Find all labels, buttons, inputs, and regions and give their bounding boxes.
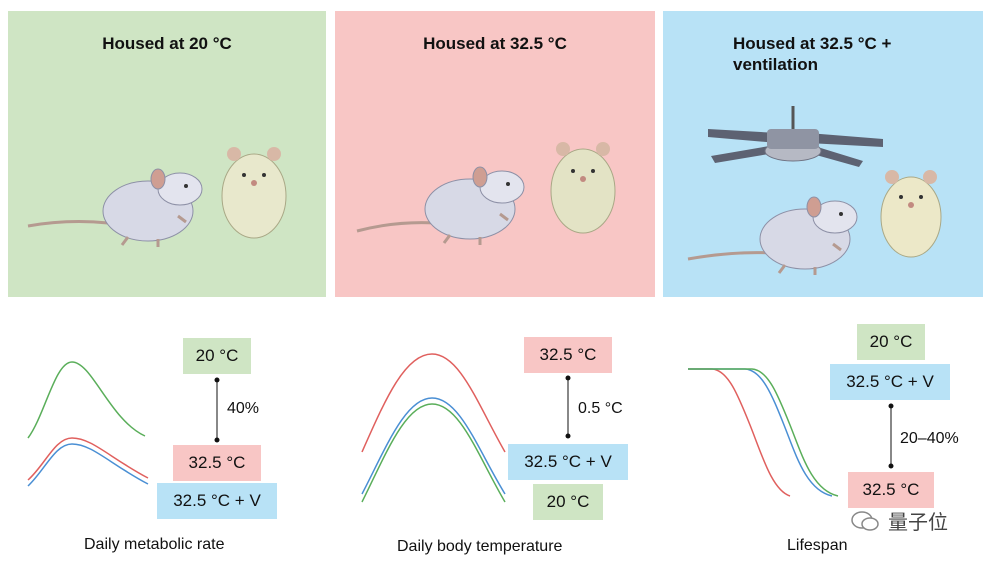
diff-label: 40% xyxy=(227,400,260,417)
box-20c: 20 °C xyxy=(183,338,251,374)
box-32-5c: 32.5 °C xyxy=(173,445,261,481)
mouse-illustration xyxy=(356,166,525,245)
panel-title: Housed at 20 °C xyxy=(102,34,232,53)
panel-32-5c: Housed at 32.5 °C xyxy=(335,11,655,297)
mouse-illustration xyxy=(27,168,203,247)
panel-title: Housed at 32.5 °C + ventilation xyxy=(733,34,892,74)
curve-green xyxy=(27,361,146,439)
mouse-illustration xyxy=(687,196,858,275)
curve-blue xyxy=(361,397,506,495)
curve-green xyxy=(361,403,506,503)
hamster-illustration xyxy=(880,170,942,258)
hamster-illustration xyxy=(221,147,287,239)
curve-red xyxy=(27,437,149,481)
box-32-5c-v: 32.5 °C + V xyxy=(830,364,950,400)
box-32-5c-v: 32.5 °C + V xyxy=(508,444,628,480)
curve-red xyxy=(361,353,506,453)
fan-illustration xyxy=(708,106,883,167)
watermark: 量子位 xyxy=(888,512,948,534)
diff-label: 0.5 °C xyxy=(578,400,623,417)
diff-label: 20–40% xyxy=(900,430,959,447)
caption-lifespan: Lifespan xyxy=(787,537,848,554)
curve-blue xyxy=(27,443,149,487)
hamster-illustration xyxy=(550,142,616,234)
curve-green xyxy=(688,368,839,497)
box-20c: 20 °C xyxy=(857,324,925,360)
box-32-5c-v: 32.5 °C + V xyxy=(157,483,277,519)
caption-metabolic: Daily metabolic rate xyxy=(84,536,225,553)
panel-20c: Housed at 20 °C xyxy=(8,11,326,297)
caption-temperature: Daily body temperature xyxy=(397,538,563,555)
box-32-5c: 32.5 °C xyxy=(848,472,934,508)
box-20c: 20 °C xyxy=(533,484,603,520)
box-32-5c: 32.5 °C xyxy=(524,337,612,373)
panel-32-5c-ventilation: Housed at 32.5 °C + ventilation xyxy=(663,11,983,297)
curve-blue xyxy=(688,368,833,497)
panel-title: Housed at 32.5 °C xyxy=(423,34,567,53)
wechat-icon xyxy=(850,510,880,532)
curve-red xyxy=(688,368,791,497)
